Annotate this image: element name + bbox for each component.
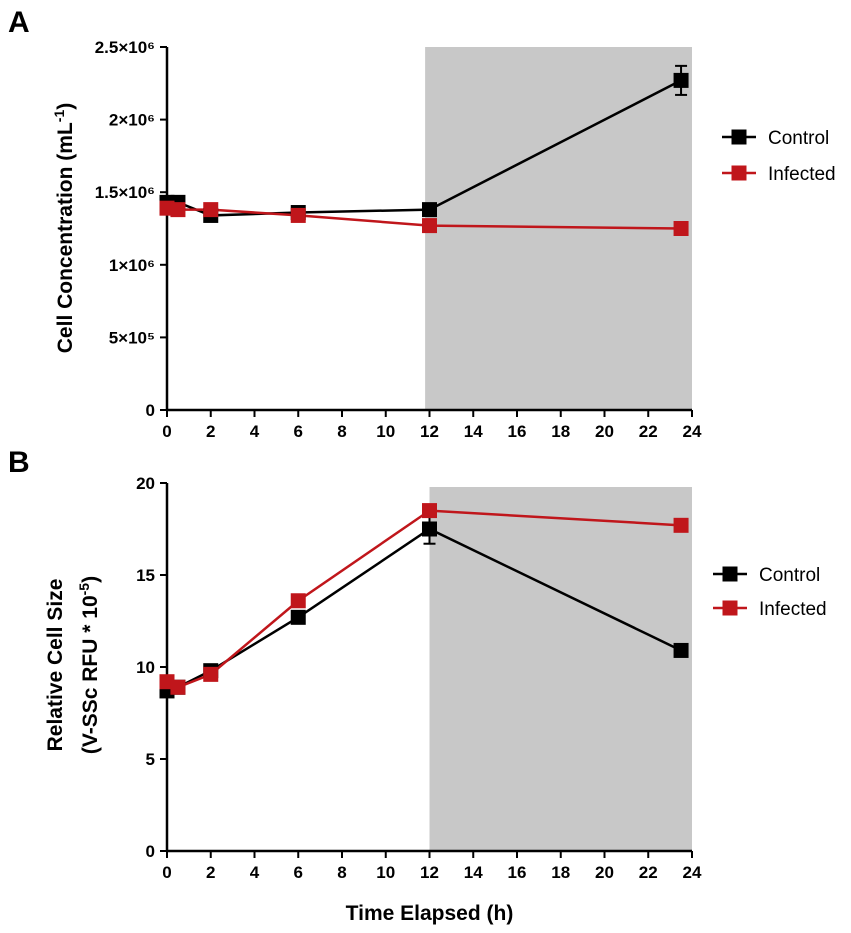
x-tick-label: 24	[683, 422, 702, 441]
data-point-infected	[170, 202, 186, 218]
y-tick-label: 10	[136, 658, 155, 677]
y-axis-label: Relative Cell Size	[44, 579, 67, 752]
data-point-infected	[290, 593, 306, 609]
x-tick-label: 2	[206, 422, 215, 441]
x-tick-label: 4	[250, 863, 260, 882]
x-tick-label: 10	[376, 422, 395, 441]
legend-marker	[731, 165, 747, 181]
x-tick-label: 12	[420, 422, 439, 441]
panel-label: A	[8, 6, 30, 39]
x-tick-label: 16	[508, 422, 527, 441]
data-point-control	[673, 72, 689, 88]
x-tick-label: 14	[464, 863, 483, 882]
x-tick-label: 10	[376, 863, 395, 882]
x-tick-label: 18	[551, 422, 570, 441]
legend-label-infected: Infected	[759, 599, 827, 620]
data-point-control	[673, 642, 689, 658]
y-tick-label: 5	[146, 750, 155, 769]
x-tick-label: 6	[294, 863, 303, 882]
y-tick-label: 15	[136, 566, 155, 585]
legend-label-infected: Infected	[768, 164, 836, 185]
x-tick-label: 20	[595, 422, 614, 441]
data-point-infected	[203, 666, 219, 682]
y-tick-label: 20	[136, 474, 155, 493]
data-point-infected	[673, 517, 689, 533]
x-tick-label: 12	[420, 863, 439, 882]
panel-label: B	[8, 446, 30, 479]
x-tick-label: 24	[683, 863, 702, 882]
data-point-infected	[290, 207, 306, 223]
data-point-infected	[422, 218, 437, 234]
data-point-infected	[170, 679, 186, 695]
y-tick-label: 0	[146, 401, 155, 420]
data-point-infected	[422, 503, 437, 519]
data-point-infected	[673, 221, 689, 236]
data-point-infected	[203, 202, 219, 218]
y-tick-label: 5×10⁵	[109, 328, 155, 347]
y-tick-label: 1.5×10⁶	[95, 183, 155, 202]
x-tick-label: 20	[595, 863, 614, 882]
y-axis-label: Cell Concentration (mL-1)	[51, 103, 77, 353]
x-tick-label: 8	[337, 863, 346, 882]
y-tick-label: 0	[146, 842, 155, 861]
legend-marker	[731, 129, 747, 145]
x-tick-label: 22	[639, 863, 658, 882]
data-point-control	[422, 521, 437, 537]
data-point-control	[422, 202, 437, 218]
legend-marker	[722, 566, 738, 582]
y-tick-label: 2×10⁶	[109, 111, 155, 130]
data-point-control	[290, 609, 306, 625]
x-tick-label: 14	[464, 422, 483, 441]
legend-marker	[722, 600, 738, 616]
x-tick-label: 0	[162, 863, 171, 882]
x-tick-label: 8	[337, 422, 346, 441]
x-tick-label: 16	[508, 863, 527, 882]
legend-label-control: Control	[768, 128, 829, 149]
y-tick-label: 1×10⁶	[109, 256, 155, 275]
y-axis-label-units: (V-SSc RFU * 10-5)	[76, 576, 102, 754]
x-tick-label: 2	[206, 863, 215, 882]
x-tick-label: 4	[250, 422, 260, 441]
legend-label-control: Control	[759, 565, 820, 586]
panel-a: A0 2 4 6 8 10 12 14 16 18 20 22 2405×10⁵1×10⁶1.5×10⁶…	[8, 6, 836, 441]
x-tick-label: 0	[162, 422, 171, 441]
x-tick-label: 6	[294, 422, 303, 441]
x-tick-label: 18	[551, 863, 570, 882]
x-axis-label: Time Elapsed (h)	[346, 902, 514, 925]
x-tick-label: 22	[639, 422, 658, 441]
shaded-region	[429, 487, 692, 851]
y-tick-label: 2.5×10⁶	[95, 38, 155, 57]
